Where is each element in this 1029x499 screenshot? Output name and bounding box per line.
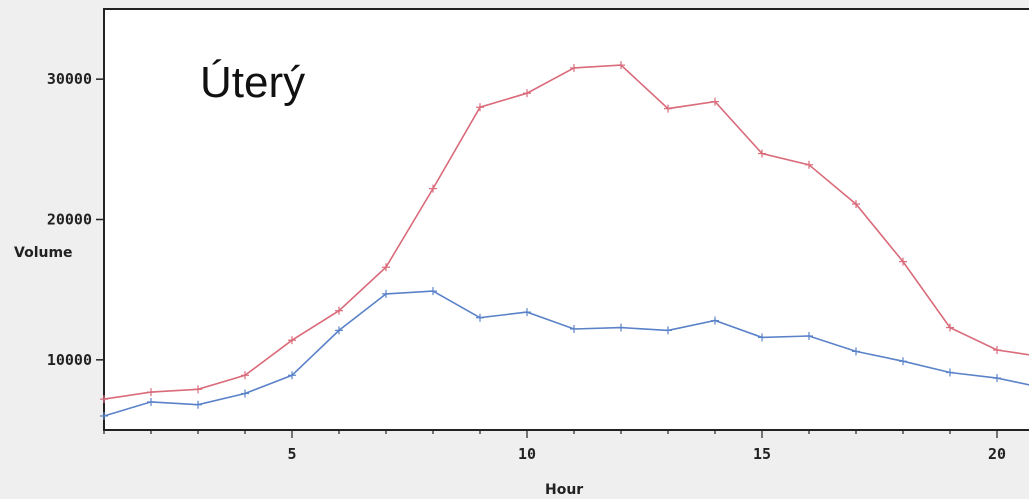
x-axis-label: Hour (545, 482, 583, 498)
data-point (194, 385, 202, 394)
data-point (570, 324, 578, 333)
data-point (288, 336, 296, 345)
y-tick-label: 10000 (47, 351, 92, 369)
data-point (523, 308, 531, 317)
data-point (100, 411, 108, 420)
data-point (993, 346, 1001, 355)
data-point (147, 388, 155, 397)
chart-title: Úterý (200, 58, 305, 107)
x-tick-label: 20 (988, 445, 1006, 463)
data-point (429, 287, 437, 296)
data-point (664, 326, 672, 335)
data-point (899, 257, 907, 266)
data-point (993, 374, 1001, 383)
data-point (241, 371, 249, 380)
data-point (100, 395, 108, 404)
data-point (946, 323, 954, 332)
data-point (617, 323, 625, 332)
data-point (288, 371, 296, 380)
data-point (194, 400, 202, 409)
data-point (429, 184, 437, 193)
data-point (476, 103, 484, 112)
series-layer (100, 61, 1029, 420)
data-point (758, 149, 766, 158)
y-axis-label: Volume (14, 245, 73, 261)
y-tick-label: 30000 (47, 70, 92, 88)
data-point (147, 397, 155, 406)
tick-labels: 10000 20000 30000 5 10 15 20 (47, 70, 1006, 463)
data-point (805, 160, 813, 169)
data-point (946, 368, 954, 377)
data-point (617, 61, 625, 70)
x-tick-label: 15 (753, 445, 771, 463)
x-tick-label: 5 (287, 445, 296, 463)
data-point (523, 89, 531, 98)
data-point (852, 347, 860, 356)
data-point (382, 289, 390, 298)
data-point (570, 63, 578, 72)
data-point (758, 333, 766, 342)
axis-ticks (96, 78, 998, 438)
data-point (899, 357, 907, 366)
data-point (664, 104, 672, 113)
x-tick-label: 10 (518, 445, 536, 463)
data-point (476, 313, 484, 322)
y-tick-label: 20000 (47, 211, 92, 229)
data-point (335, 306, 343, 315)
data-point (711, 316, 719, 325)
data-point (805, 331, 813, 340)
data-point (335, 326, 343, 335)
data-point (241, 389, 249, 398)
data-point (711, 97, 719, 106)
data-point (852, 200, 860, 209)
plot-area (103, 8, 1029, 431)
data-point (382, 263, 390, 272)
